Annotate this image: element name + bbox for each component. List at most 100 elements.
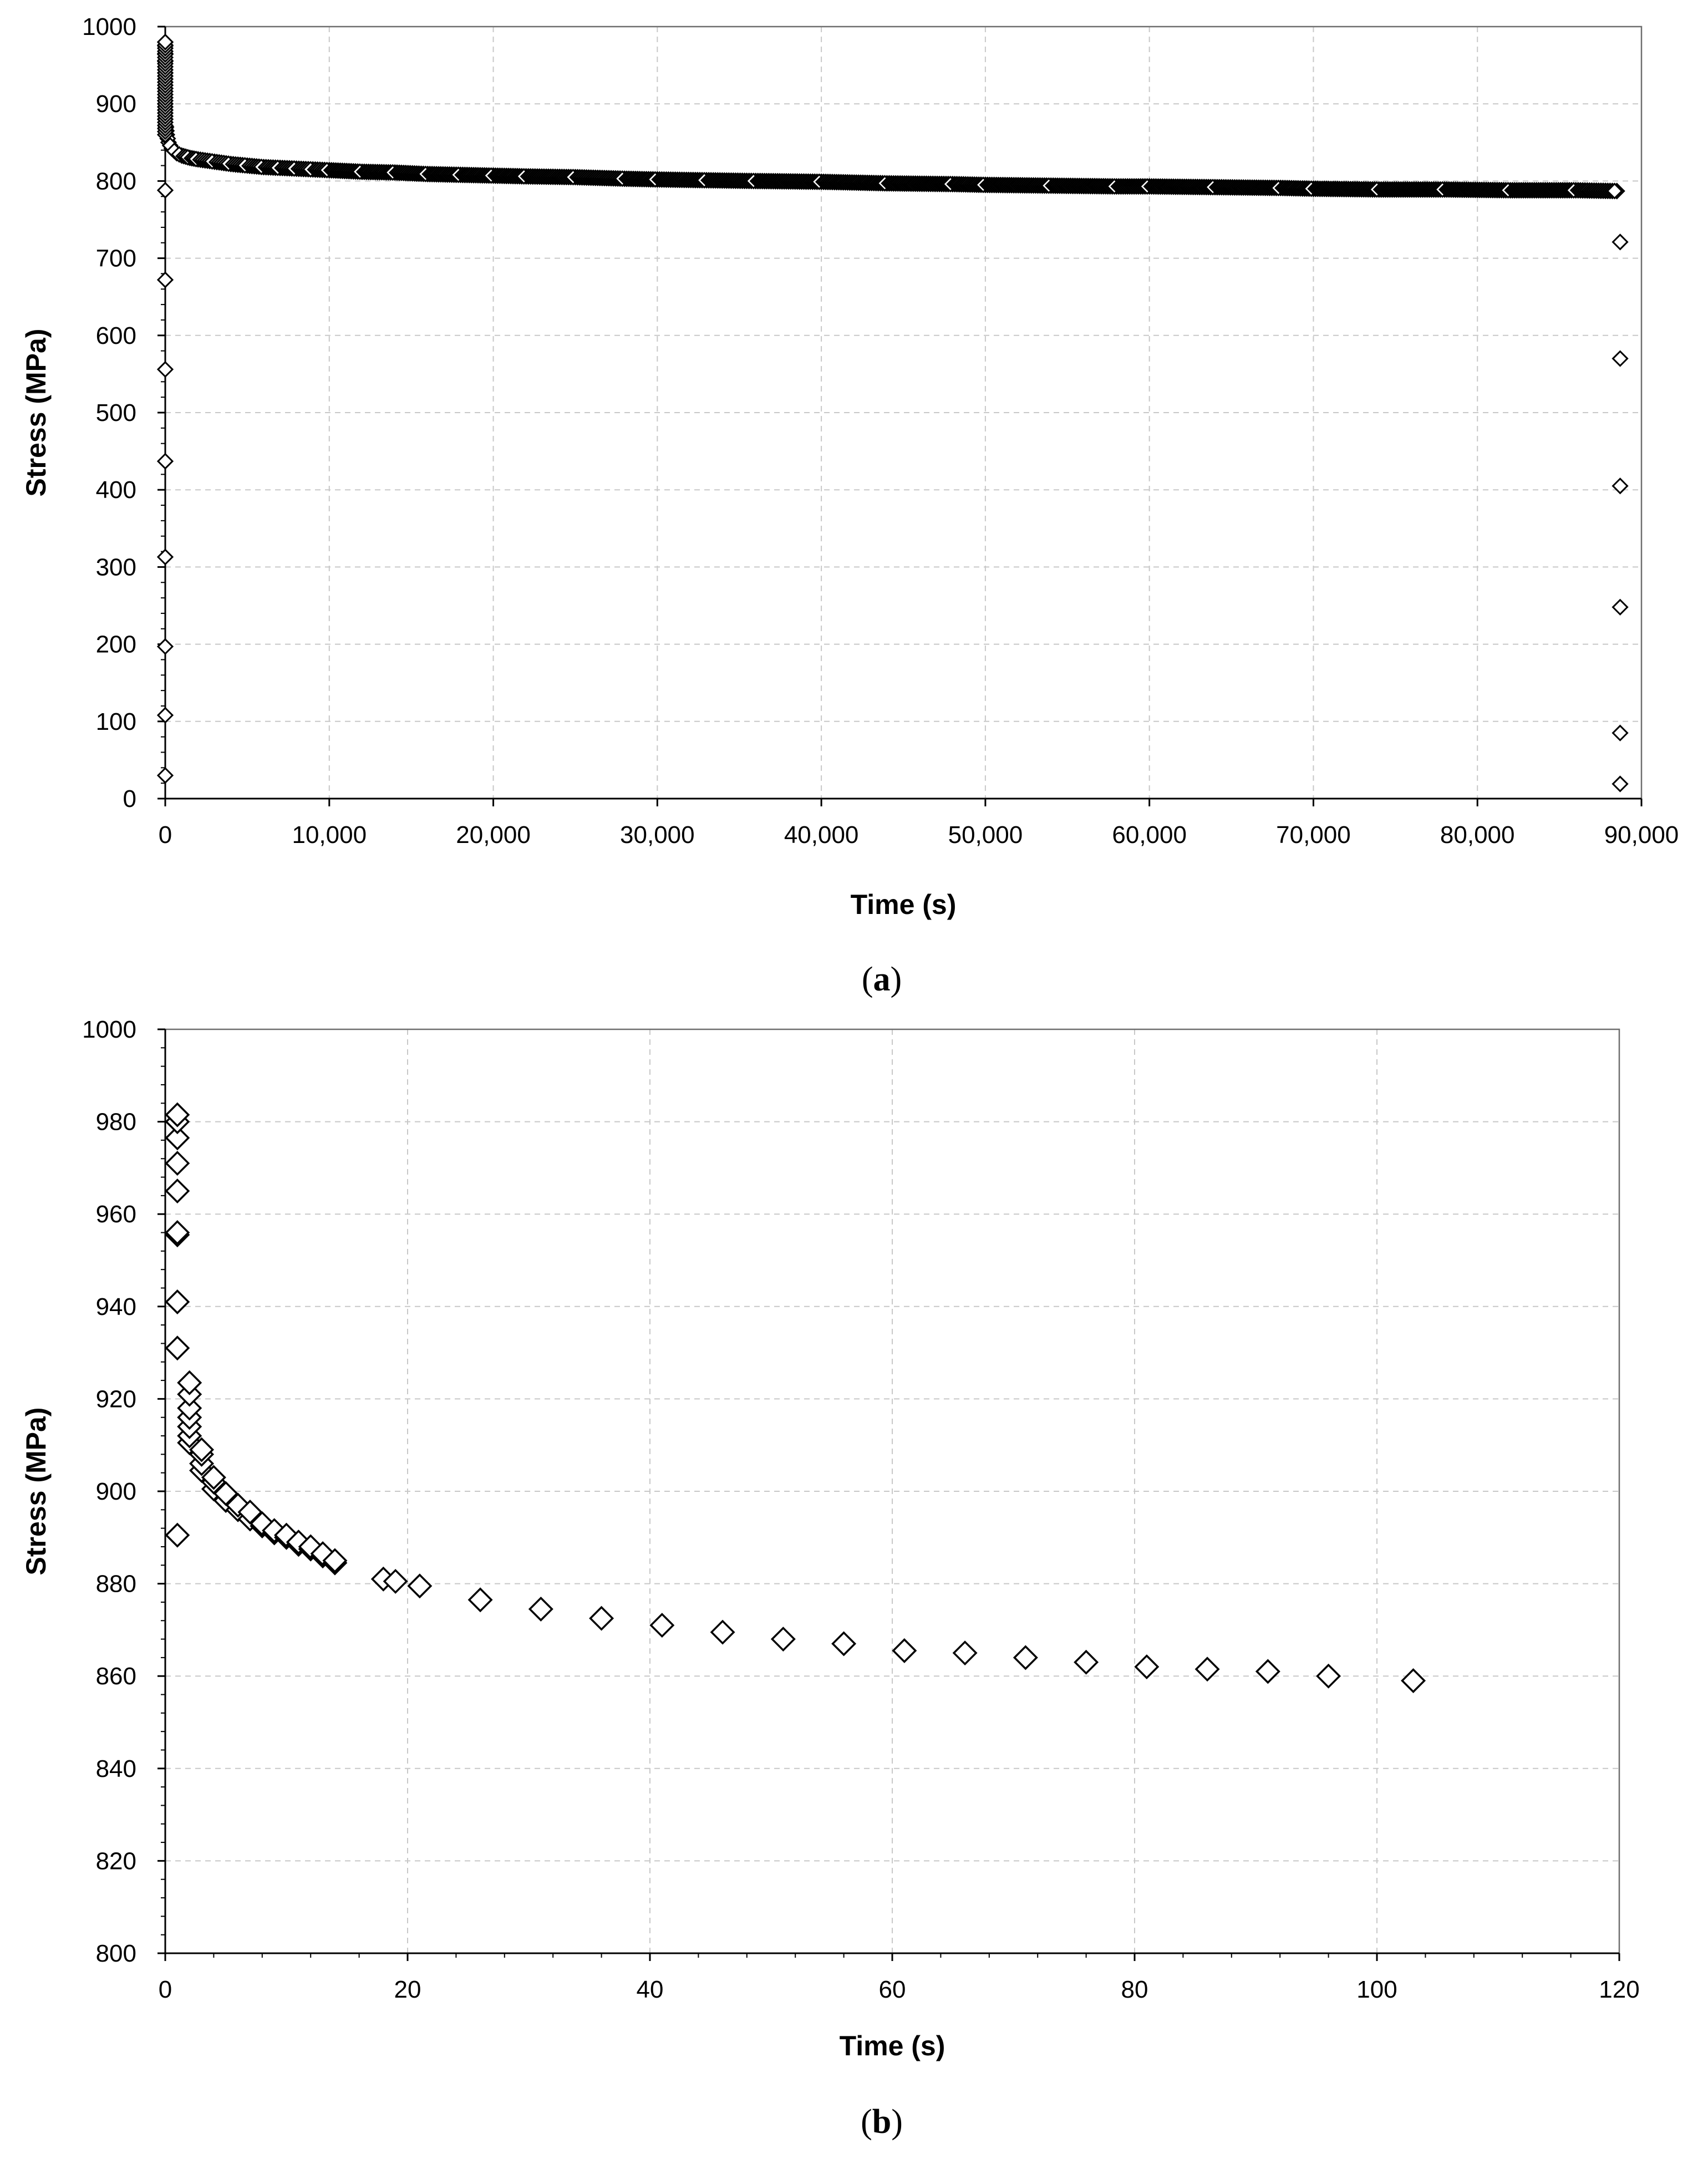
chart-a-data-point-6: [156, 271, 174, 288]
chart-b-data-point-56: [1013, 1645, 1038, 1670]
chart-b-data-point-1: [165, 1335, 190, 1361]
chart-a-data-point-63: [1612, 775, 1629, 793]
chart-b-x-tick-label-0: 0: [159, 1976, 172, 2003]
chart-b-y-tick-label-10: 1000: [82, 1016, 136, 1043]
chart-b-data-point-57: [1074, 1649, 1099, 1675]
chart-b-data-point-6: [165, 1151, 190, 1176]
chart-a-data-point-3: [156, 548, 174, 566]
chart-b-caption-open: (: [861, 2103, 872, 2141]
chart-a-data-point-5: [156, 360, 174, 378]
chart-b-data-point-43: [322, 1548, 348, 1573]
chart-b-data-point-20: [189, 1437, 215, 1462]
chart-b-data-point-46: [407, 1573, 433, 1599]
chart-a-points: [156, 33, 1629, 793]
chart-a-data-point-2: [156, 638, 174, 655]
chart-b-x-axis-title: Time (s): [840, 2030, 946, 2061]
chart-b-data-point-54: [892, 1638, 917, 1663]
chart-b-x-tick-label-6: 120: [1599, 1976, 1639, 2003]
chart-b-x-tick-label-2: 40: [637, 1976, 664, 2003]
chart-b-y-tick-label-2: 840: [96, 1755, 136, 1782]
chart-a-data-point-59: [1612, 350, 1629, 367]
chart-b-y-tick-label-7: 940: [96, 1293, 136, 1320]
chart-b-data-point-4: [165, 1220, 190, 1245]
chart-b-x-tick-label-5: 100: [1356, 1976, 1397, 2003]
chart-a-caption-open: (: [862, 961, 873, 998]
chart-a-y-axis-title: Stress (MPa): [21, 329, 52, 497]
chart-b-data-point-53: [831, 1631, 857, 1657]
chart-b-data-point-45: [383, 1568, 408, 1594]
chart-b-data-point-55: [952, 1640, 978, 1666]
chart-a-y-tick-label-3: 300: [96, 553, 136, 581]
chart-b-y-axis-title: Stress (MPa): [21, 1408, 52, 1576]
chart-a-caption-close: ): [891, 961, 902, 998]
chart-a-x-tick-label-0: 0: [159, 821, 172, 849]
chart-b-data-point-9: [165, 1102, 190, 1127]
chart-b-x-tick-label-1: 20: [394, 1976, 421, 2003]
chart-a-x-tick-label-3: 30,000: [620, 821, 695, 849]
chart-b-data-point-51: [710, 1619, 735, 1645]
chart-b-y-tick-label-8: 960: [96, 1201, 136, 1228]
chart-b-data-point-60: [1255, 1659, 1280, 1684]
chart-a-y-tick-label-1: 100: [96, 708, 136, 735]
chart-b-y-tick-label-4: 880: [96, 1571, 136, 1598]
chart-b-y-tick-label-3: 860: [96, 1663, 136, 1690]
chart-a-data-point-7: [156, 181, 174, 199]
chart-a-y-tick-label-0: 0: [123, 785, 136, 812]
chart-b-data-point-14: [177, 1395, 202, 1421]
chart-b-data-point-29: [237, 1500, 263, 1525]
chart-b-data-point-62: [1401, 1668, 1426, 1694]
chart-b-y-tick-label-1: 820: [96, 1847, 136, 1875]
chart-b-y-tick-label-0: 800: [96, 1940, 136, 1967]
chart-b-y-tick-label-6: 920: [96, 1385, 136, 1413]
chart-b-data-point-41: [310, 1541, 336, 1566]
chart-a: 0 100 200 300 400 500 600 700 800 900 1000 0 10,000 2…: [21, 13, 1679, 998]
chart-b-caption: (b): [861, 2103, 903, 2141]
chart-b-data-point-7: [165, 1125, 190, 1151]
chart-a-y-tick-label-8: 800: [96, 167, 136, 195]
chart-b-caption-letter: b: [872, 2103, 891, 2141]
chart-a-x-tick-label-7: 70,000: [1276, 821, 1351, 849]
chart-a-caption-letter: a: [873, 961, 891, 998]
chart-a-y-tick-label-9: 900: [96, 90, 136, 118]
chart-a-y-tick-label-7: 700: [96, 245, 136, 272]
chart-b-data-point-5: [165, 1178, 190, 1204]
chart-b-data-point-25: [213, 1481, 238, 1506]
chart-a-data-point-62: [1612, 724, 1629, 741]
chart-a-x-tick-label-4: 40,000: [784, 821, 859, 849]
chart-a-y-tick-label-5: 500: [96, 399, 136, 426]
chart-b-data-point-23: [201, 1465, 226, 1490]
chart-a-x-tick-label-9: 90,000: [1604, 821, 1679, 849]
chart-a-data-point-58: [1612, 233, 1629, 251]
chart-a-data-point-0: [156, 767, 174, 784]
chart-b-data-point-50: [649, 1613, 675, 1638]
chart-a-caption: (a): [862, 961, 902, 998]
chart-a-y-tick-label-2: 200: [96, 631, 136, 658]
chart-b-data-point-48: [528, 1596, 553, 1622]
chart-a-data-point-4: [156, 453, 174, 470]
chart-b-y-tick-label-9: 980: [96, 1109, 136, 1136]
chart-b-data-point-61: [1316, 1663, 1341, 1689]
chart-a-data-point-1: [156, 707, 174, 724]
chart-b-data-point-52: [770, 1627, 796, 1652]
chart-a-y-tick-label-4: 400: [96, 476, 136, 504]
chart-b: 800 820 840 860 880 900 920 940 960 980 1000 0 20 40 6…: [21, 1016, 1640, 2141]
chart-a-x-tick-label-1: 10,000: [292, 821, 367, 849]
chart-b-data-point-0: [165, 1522, 190, 1548]
chart-b-caption-close: ): [891, 2103, 903, 2141]
chart-a-data-point-60: [1612, 477, 1629, 495]
chart-b-data-point-49: [589, 1606, 614, 1631]
chart-b-data-point-35: [274, 1522, 299, 1548]
chart-a-x-tick-label-6: 60,000: [1112, 821, 1187, 849]
chart-b-x-tick-label-4: 80: [1121, 1976, 1148, 2003]
chart-a-data-point-fill: [1606, 182, 1623, 200]
chart-a-y-tick-label-10: 1000: [82, 13, 136, 40]
chart-a-data-point-fill: [156, 33, 174, 50]
chart-b-points: [165, 1102, 1426, 1694]
chart-b-x-tick-label-3: 60: [879, 1976, 906, 2003]
chart-a-y-tick-label-6: 600: [96, 322, 136, 349]
chart-a-x-tick-label-8: 80,000: [1440, 821, 1515, 849]
chart-b-data-point-47: [467, 1587, 493, 1613]
chart-a-x-tick-label-2: 20,000: [456, 821, 531, 849]
chart-a-x-tick-label-5: 50,000: [948, 821, 1023, 849]
